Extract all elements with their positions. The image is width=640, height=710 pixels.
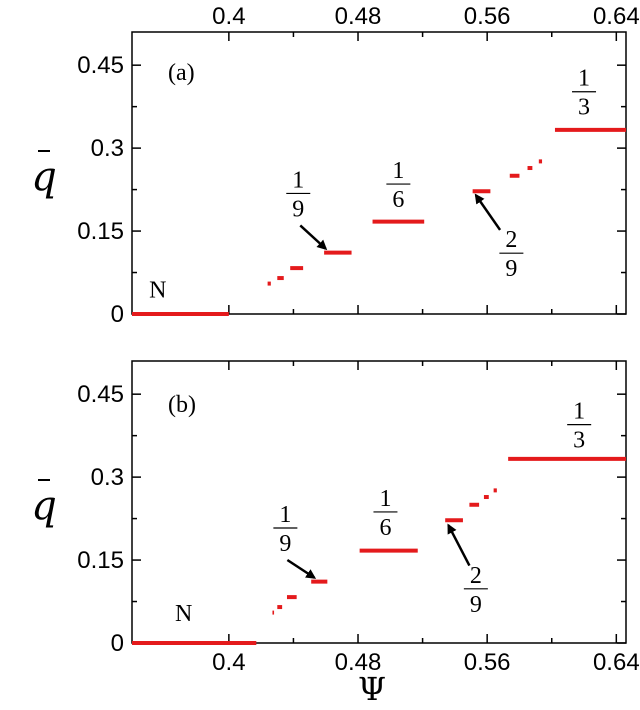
fraction-numerator: 2 xyxy=(505,227,517,253)
annotation-label: N xyxy=(149,277,166,303)
panel-b-label: (b) xyxy=(168,392,196,418)
fraction-numerator: 1 xyxy=(392,158,404,184)
fraction-numerator: 1 xyxy=(379,486,391,512)
fraction-denominator: 6 xyxy=(392,187,404,213)
panel-b-xlabel: Ψ xyxy=(358,670,386,708)
x-tick-label: 0.4 xyxy=(212,649,245,676)
x-tick-label: 0.48 xyxy=(335,3,382,30)
y-tick-label: 0.3 xyxy=(91,464,124,491)
fraction-annotation: 13 xyxy=(572,66,597,121)
panel-a-ylabel-text: q xyxy=(31,154,57,200)
y-tick-label: 0.45 xyxy=(77,381,124,408)
fraction-annotation: 19 xyxy=(273,502,317,579)
annotation-arrow xyxy=(474,193,502,231)
panel-b-axes: 0.4 0.48 0.56 0.64 0 0.15 0.3 0.45 xyxy=(77,361,640,676)
fraction-numerator: 1 xyxy=(292,167,304,193)
panel-b-ylabel: q xyxy=(31,479,57,529)
fraction-annotation: 16 xyxy=(373,486,398,541)
fraction-annotation: 29 xyxy=(447,523,488,618)
panel-a-frame xyxy=(131,31,627,315)
fraction-annotation: 29 xyxy=(474,193,524,282)
panel-a-label: (a) xyxy=(168,60,195,86)
panel-b-frame xyxy=(131,360,627,644)
fraction-numerator: 2 xyxy=(470,563,482,589)
fraction-denominator: 9 xyxy=(505,256,517,282)
fraction-denominator: 9 xyxy=(279,531,291,557)
x-tick-label: 0.64 xyxy=(593,3,640,30)
fraction-annotation: 13 xyxy=(567,399,592,454)
panel-b-steps xyxy=(132,456,626,645)
panel-a-steps xyxy=(132,127,626,316)
fraction-annotation: 19 xyxy=(286,167,328,251)
fraction-denominator: 9 xyxy=(292,196,304,222)
fraction-numerator: 1 xyxy=(279,502,291,528)
x-tick-label: 0.56 xyxy=(464,649,511,676)
fraction-denominator: 6 xyxy=(379,515,391,541)
panel-b-ylabel-text: q xyxy=(31,483,57,529)
y-tick-label: 0.15 xyxy=(77,218,124,245)
y-tick-label: 0.15 xyxy=(77,547,124,574)
y-tick-label: 0 xyxy=(111,630,124,657)
x-tick-label: 0.56 xyxy=(464,3,511,30)
x-tick-label: 0.64 xyxy=(593,649,640,676)
x-tick-label: 0.4 xyxy=(212,3,245,30)
fraction-annotation: 16 xyxy=(386,158,411,213)
annotation-arrow xyxy=(447,523,471,567)
annotation-label: N xyxy=(175,601,192,627)
fraction-denominator: 3 xyxy=(578,95,590,121)
annotation-arrow xyxy=(286,558,317,579)
y-tick-label: 0.45 xyxy=(77,52,124,79)
annotation-arrow xyxy=(299,224,328,251)
fraction-numerator: 1 xyxy=(573,399,585,425)
fraction-numerator: 1 xyxy=(578,66,590,92)
panel-a-ylabel: q xyxy=(31,150,57,200)
fraction-denominator: 9 xyxy=(470,592,482,618)
y-tick-label: 0.3 xyxy=(91,135,124,162)
panel-a-axes: 0.4 0.48 0.56 0.64 0 0.15 0.3 0.45 xyxy=(77,3,639,328)
y-tick-label: 0 xyxy=(111,301,124,328)
fraction-denominator: 3 xyxy=(573,428,585,454)
x-tick-label: 0.48 xyxy=(335,649,382,676)
